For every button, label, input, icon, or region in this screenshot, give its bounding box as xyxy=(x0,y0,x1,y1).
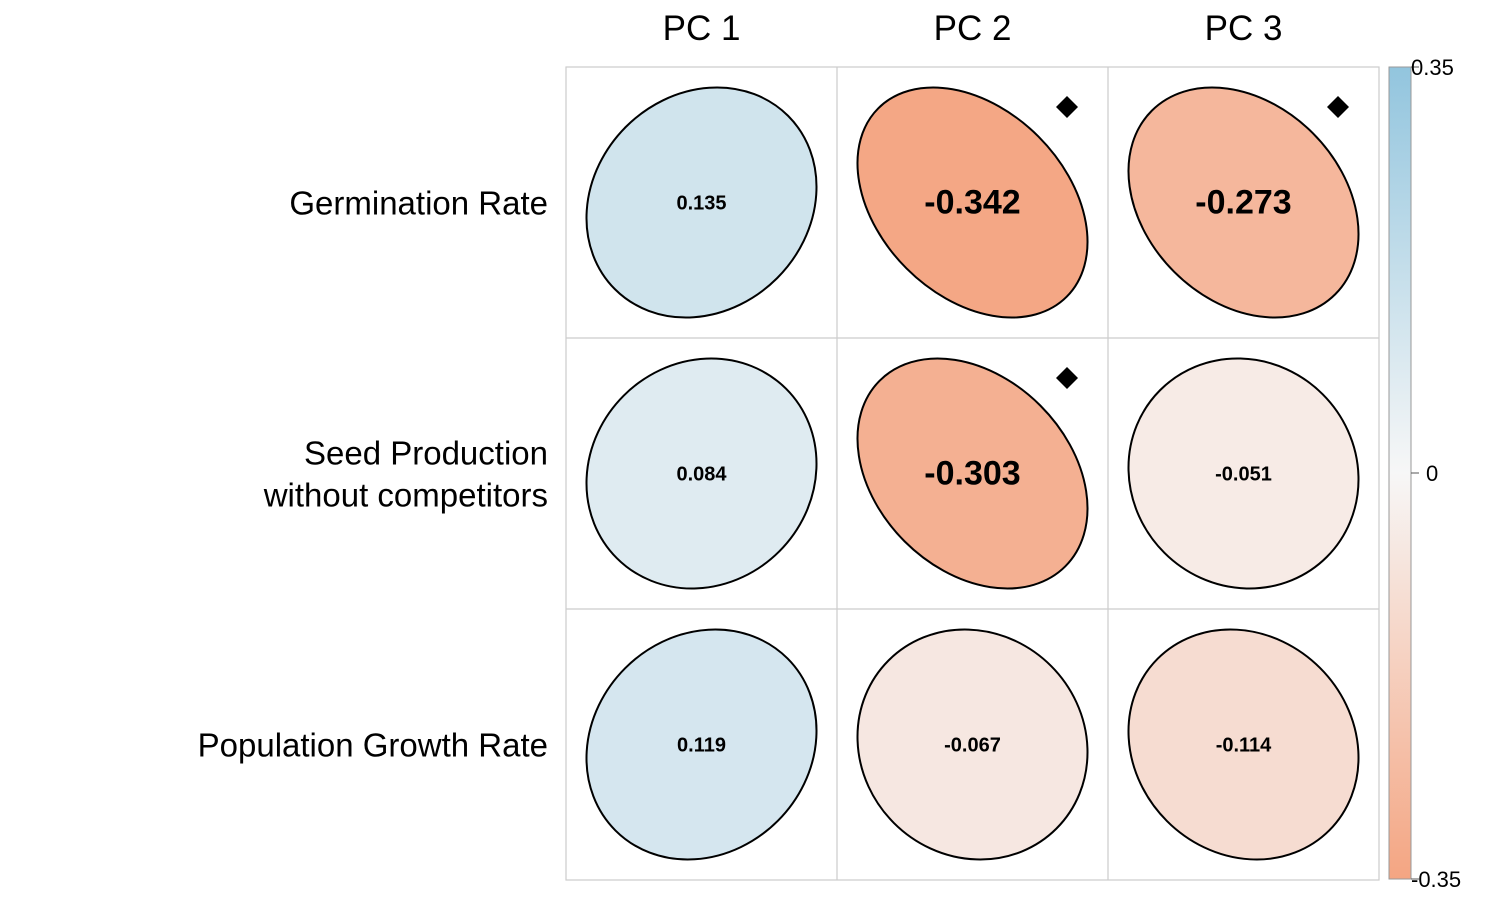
value-label: 0.135 xyxy=(676,193,726,215)
cell-2-1: 0.084 xyxy=(539,311,864,636)
colorbar-gradient xyxy=(1389,67,1411,879)
cell-3-3: -0.114 xyxy=(1081,582,1406,900)
value-label: -0.067 xyxy=(944,735,1001,757)
column-label: PC 1 xyxy=(663,9,741,48)
row-label: Population Growth Rate xyxy=(198,727,548,764)
cell-1-2: -0.342 xyxy=(812,42,1132,362)
value-label: 0.084 xyxy=(676,464,727,486)
significance-diamond-icon xyxy=(1056,96,1078,118)
cell-1-3: -0.273 xyxy=(1082,41,1404,363)
column-label: PC 3 xyxy=(1205,9,1283,48)
value-label: -0.303 xyxy=(924,455,1020,493)
cell-3-1: 0.119 xyxy=(539,582,864,900)
row-label: Germination Rate xyxy=(289,185,548,222)
cell-1-1: 0.135 xyxy=(539,40,864,365)
cell-layer: 0.135 -0.342 -0.273 0.084 -0.303 -0.051 0.119 -… xyxy=(539,40,1406,900)
cell-2-2: -0.303 xyxy=(812,313,1133,634)
row-label: Seed Production without competitors xyxy=(263,435,548,514)
significance-diamond-icon xyxy=(1056,367,1078,389)
cell-2-3: -0.051 xyxy=(1081,311,1406,636)
value-label: -0.342 xyxy=(924,184,1020,222)
colorbar-tick-label: -0.35 xyxy=(1411,867,1461,892)
colorbar: 0.35 0 -0.35 xyxy=(1389,55,1461,892)
value-label: -0.273 xyxy=(1195,184,1291,222)
value-label: 0.119 xyxy=(677,735,726,757)
column-label: PC 2 xyxy=(934,9,1012,48)
cell-3-2: -0.067 xyxy=(810,582,1135,900)
colorbar-tick-label: 0.35 xyxy=(1411,55,1454,80)
significance-diamond-icon xyxy=(1327,96,1349,118)
value-label: -0.114 xyxy=(1216,735,1272,757)
value-label: -0.051 xyxy=(1215,464,1272,486)
colorbar-tick-label: 0 xyxy=(1426,461,1438,486)
